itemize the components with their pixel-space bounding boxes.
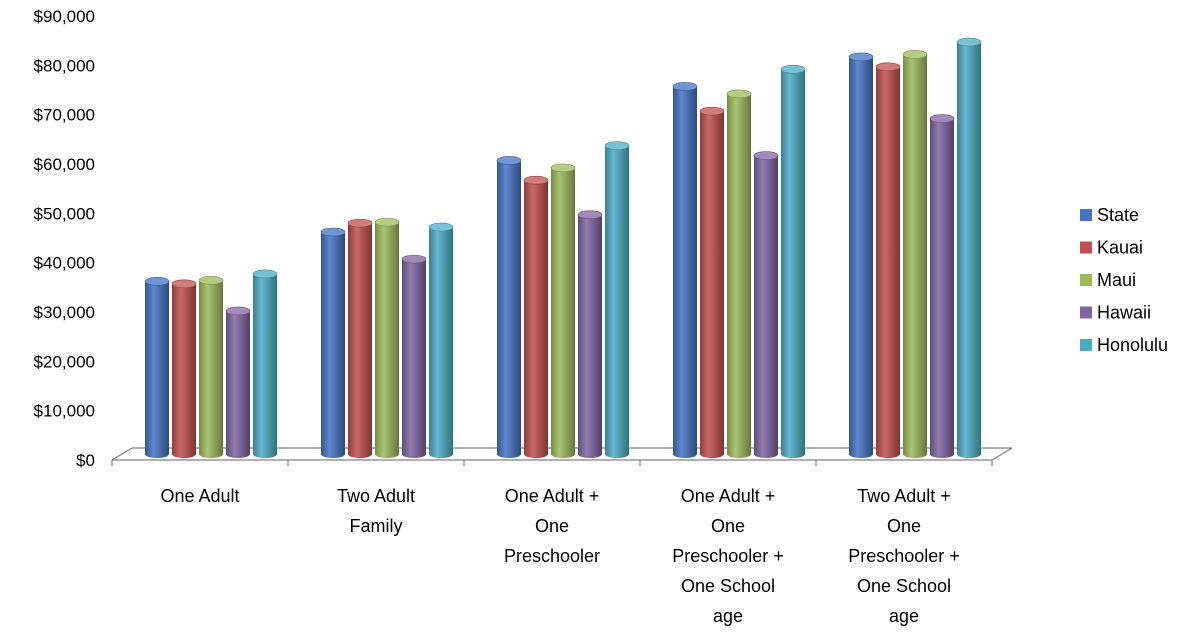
bar-hawaii-4 [929, 114, 955, 459]
bar-honolulu-1 [428, 222, 454, 458]
legend-item-kauai: Kauai [1080, 238, 1143, 258]
bar-maui-0 [198, 276, 224, 458]
bar-honolulu-0 [252, 269, 278, 458]
bar-hawaii-0 [225, 306, 251, 458]
bar-hawaii-1 [401, 254, 427, 458]
bar-honolulu-2 [604, 141, 630, 458]
bar-maui-1 [374, 217, 400, 458]
bar-state-3 [672, 82, 698, 458]
y-tick-label: $90,000 [34, 7, 95, 26]
legend-label: State [1097, 205, 1139, 225]
bar-honolulu-3 [780, 64, 806, 458]
bar-state-1 [320, 227, 346, 458]
x-category-label: One Adult [160, 486, 239, 506]
bar-kauai-4 [875, 62, 901, 458]
legend-swatch [1080, 339, 1092, 351]
x-category-label: One Adult + One Preschooler [504, 486, 600, 566]
legend-item-state: State [1080, 205, 1139, 225]
legend-item-honolulu: Honolulu [1080, 335, 1168, 355]
y-tick-label: $20,000 [34, 352, 95, 371]
bar-hawaii-2 [577, 210, 603, 458]
bar-maui-2 [550, 163, 576, 458]
y-tick-label: $80,000 [34, 56, 95, 75]
x-axis-categories: One Adult Two Adult Family One Adult + One Pr… [160, 486, 959, 626]
y-axis-ticks: $0 $10,000 $20,000 $30,000 $40,000 $50,000 $60… [34, 7, 95, 470]
floor-right-edge [991, 447, 1013, 461]
legend-item-hawaii: Hawaii [1080, 303, 1151, 323]
bar-state-4 [848, 52, 874, 458]
y-tick-label: $70,000 [34, 106, 95, 125]
legend-item-maui: Maui [1080, 270, 1136, 290]
y-tick-label: $10,000 [34, 402, 95, 421]
y-tick-label: $0 [76, 451, 95, 470]
legend-label: Maui [1097, 270, 1136, 290]
bar-hawaii-3 [753, 151, 779, 459]
bar-maui-3 [726, 89, 752, 458]
y-tick-label: $60,000 [34, 155, 95, 174]
y-tick-label: $50,000 [34, 204, 95, 223]
bars [144, 37, 982, 459]
legend-swatch [1080, 274, 1092, 286]
x-category-label: Two Adult Family [337, 486, 415, 536]
bar-honolulu-4 [956, 37, 982, 459]
legend-swatch [1080, 209, 1092, 221]
x-category-label: One Adult + One Preschooler + One School age [672, 486, 784, 626]
legend-label: Honolulu [1097, 335, 1168, 355]
y-tick-label: $40,000 [34, 254, 95, 273]
x-category-label: Two Adult + One Preschooler + One School age [848, 486, 960, 626]
bar-state-0 [144, 277, 170, 458]
bar-kauai-3 [699, 106, 725, 458]
bar-state-2 [496, 156, 522, 458]
legend-label: Hawaii [1097, 303, 1151, 323]
bar-maui-4 [902, 50, 928, 459]
floor-left-edge [111, 447, 133, 461]
bar-kauai-1 [347, 218, 373, 458]
bar-kauai-0 [171, 279, 197, 458]
bar-kauai-2 [523, 175, 549, 458]
legend-label: Kauai [1097, 238, 1143, 258]
y-tick-label: $30,000 [34, 303, 95, 322]
legend: State Kauai Maui Hawaii Honolulu [1080, 205, 1168, 355]
legend-swatch [1080, 306, 1092, 319]
legend-swatch [1080, 241, 1092, 254]
